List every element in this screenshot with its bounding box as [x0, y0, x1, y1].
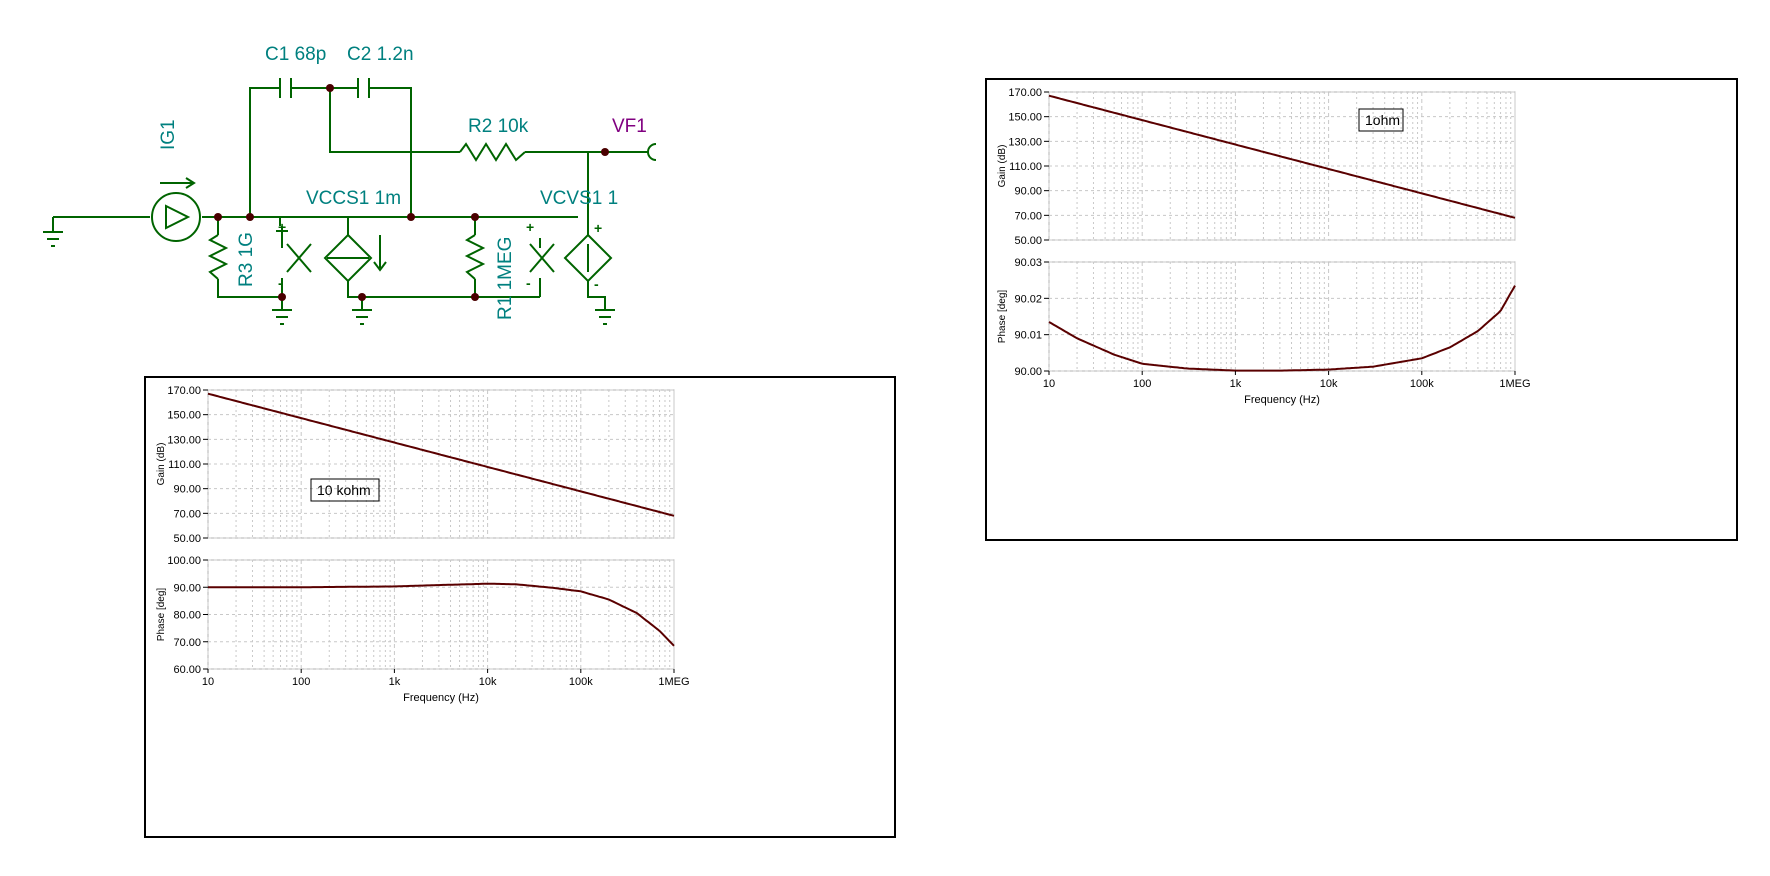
gain-pane: 50.00 70.00 90.00 110.00 130.00 150.00 170.00 G…: [156, 385, 675, 545]
svg-text:+: +: [278, 219, 286, 235]
y-tick-label: 50.00: [1014, 235, 1042, 247]
y-tick-label: 110.00: [168, 459, 201, 471]
control-port-left: [276, 218, 312, 288]
y-axis-label: Phase [deg]: [156, 588, 167, 642]
gain-curve: [207, 392, 675, 517]
x-tick-label: 10: [202, 676, 214, 688]
resistor-r2: [459, 142, 526, 162]
bode-plot-1ohm: 50.00 70.00 90.00 110.00 130.00 150.00 170.00 G…: [997, 87, 1531, 406]
label-vf1: VF1: [612, 116, 647, 137]
y-tick-label: 150.00: [167, 410, 201, 422]
annotation-box: 10 kohm: [310, 478, 380, 502]
capacitor-c2: [357, 78, 370, 98]
x-tick-label: 1MEG: [1499, 378, 1530, 390]
y-tick-label: 100.00: [167, 555, 201, 567]
x-tick-label: 10k: [479, 676, 497, 688]
bode-plot-panel-10kohm: 50.00 70.00 90.00 110.00 130.00 150.00 170.00 G…: [144, 376, 896, 838]
x-axis-label: Frequency (Hz): [403, 692, 479, 704]
capacitor-c1: [279, 78, 292, 98]
y-tick-label: 150.00: [1008, 112, 1042, 124]
y-tick-label: 110.00: [1009, 161, 1042, 173]
annotation-box: 1ohm: [1358, 108, 1404, 132]
y-tick-label: 90.00: [1014, 366, 1042, 378]
y-tick-label: 130.00: [167, 434, 201, 446]
y-tick-label: 90.01: [1014, 330, 1042, 342]
svg-text:-: -: [526, 275, 531, 291]
x-tick-label: 1k: [389, 676, 401, 688]
annotation-label: 10 kohm: [317, 482, 371, 498]
y-tick-label: 80.00: [173, 610, 201, 622]
phase-frame: [207, 559, 675, 670]
annotation-frame: [1358, 108, 1404, 132]
current-source-ig1: [151, 177, 201, 242]
y-tick-label: 70.00: [173, 637, 201, 649]
label-c1: C1 68p: [265, 44, 326, 65]
label-r1: R1 1MEG: [495, 237, 516, 320]
x-tick-label: 10k: [1320, 378, 1338, 390]
vcvs-source: [563, 233, 613, 283]
y-tick-label: 170.00: [1008, 87, 1042, 99]
label-r2: R2 10k: [468, 116, 529, 137]
x-tick-label: 100: [292, 676, 310, 688]
bode-plot-10kohm: 50.00 70.00 90.00 110.00 130.00 150.00 170.00 G…: [156, 385, 690, 704]
phase-curve: [208, 582, 675, 647]
bode-plot-panel-1ohm: 50.00 70.00 90.00 110.00 130.00 150.00 170.00 G…: [985, 78, 1738, 541]
y-tick-label: 90.00: [173, 484, 201, 496]
x-tick-label: 100: [1133, 378, 1151, 390]
phase-frame: [1048, 261, 1516, 372]
y-tick-label: 90.00: [1014, 186, 1042, 198]
y-tick-label: 50.00: [173, 533, 201, 545]
y-tick-label: 170.00: [167, 385, 201, 397]
label-vcvs1: VCVS1 1: [540, 188, 618, 209]
x-tick-label: 10: [1043, 378, 1055, 390]
phase-curve: [1048, 285, 1516, 372]
y-tick-label: 90.00: [173, 582, 201, 594]
y-axis-label: Phase [deg]: [997, 290, 1008, 344]
x-tick-label: 1k: [1230, 378, 1242, 390]
x-tick-label: 1MEG: [658, 676, 689, 688]
svg-text:-: -: [278, 275, 283, 291]
circuit-schematic: + - + - + - C1 68p C2 1.2n R2 10k VCCS1 …: [43, 44, 657, 325]
x-tick-label: 100k: [1410, 378, 1434, 390]
gain-curve: [1048, 94, 1516, 219]
label-vccs1: VCCS1 1m: [306, 188, 401, 209]
y-axis-label: Gain (dB): [156, 443, 167, 486]
x-axis-label: Frequency (Hz): [1244, 394, 1320, 406]
phase-pane: 90.00 90.01 90.02 90.03 Phase [deg]: [997, 257, 1516, 378]
junction-nodes: [214, 84, 609, 301]
resistor-r1: [464, 234, 486, 280]
y-tick-label: 90.02: [1014, 293, 1042, 305]
y-tick-label: 60.00: [173, 664, 201, 676]
resistor-r3: [207, 234, 229, 280]
vccs-source: [323, 233, 387, 283]
polarity-marks: + - + - + -: [278, 219, 602, 292]
y-axis-label: Gain (dB): [997, 145, 1008, 188]
probe-terminal-icon: [647, 143, 657, 161]
y-tick-label: 70.00: [173, 508, 201, 520]
svg-text:+: +: [594, 220, 602, 236]
y-tick-label: 90.03: [1014, 257, 1042, 269]
annotation-label: 1ohm: [1365, 112, 1400, 128]
x-tick-label: 100k: [569, 676, 593, 688]
label-ig1: IG1: [158, 119, 179, 150]
label-c2: C2 1.2n: [347, 44, 414, 65]
phase-pane: 60.00 70.00 80.00 90.00 100.00 Phase [deg]: [156, 555, 675, 676]
gain-pane: 50.00 70.00 90.00 110.00 130.00 150.00 170.00 G…: [997, 87, 1516, 247]
annotation-frame: [310, 478, 380, 502]
control-port-right: [529, 238, 555, 297]
svg-text:-: -: [594, 276, 599, 292]
label-r3: R3 1G: [236, 232, 257, 287]
svg-text:+: +: [526, 219, 534, 235]
y-tick-label: 70.00: [1014, 210, 1042, 222]
y-tick-label: 130.00: [1008, 136, 1042, 148]
